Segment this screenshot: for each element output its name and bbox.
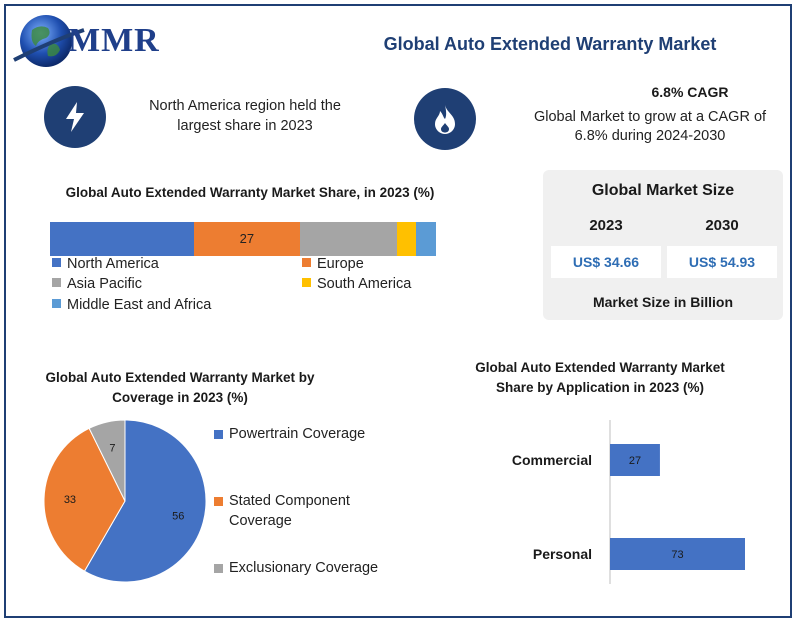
market-size-unit: Market Size in Billion <box>592 294 734 310</box>
legend-label: North America <box>67 256 159 272</box>
legend-label: Exclusionary Coverage <box>229 560 379 576</box>
legend-item-middle-east-and-africa: Middle East and Africa <box>52 297 211 313</box>
legend-swatch <box>302 258 311 267</box>
page-title: Global Auto Extended Warranty Market <box>383 34 717 54</box>
regional-share-title: Global Auto Extended Warranty Market Sha… <box>65 185 435 200</box>
market-size-title: Global Market Size <box>591 182 735 199</box>
legend-label: Asia Pacific <box>67 276 142 292</box>
coverage-chart-title: Global Auto Extended Warranty Market by … <box>45 370 315 405</box>
regional-share-stacked-bar: 27 <box>50 222 436 256</box>
year-2023-label: 2023 <box>589 217 623 234</box>
legend-label: Middle East and Africa <box>67 297 212 313</box>
coverage-legend: Powertrain Coverage Stated Component Cove… <box>214 424 394 604</box>
value-2030: US$ 54.93 <box>667 246 777 278</box>
legend-label: Stated Component Coverage <box>229 493 350 529</box>
application-bar-chart: Commercial 27 Personal 73 <box>512 420 745 584</box>
bar-value-label: 27 <box>629 455 641 467</box>
bar-segment-europe: 27 <box>194 222 300 256</box>
cagr-text: Global Market to grow at a CAGR of 6.8% … <box>533 109 767 144</box>
legend-swatch <box>214 430 223 439</box>
mmr-logo <box>10 8 160 78</box>
value-2023: US$ 34.66 <box>551 246 661 278</box>
bar-personal <box>610 538 745 570</box>
year-2030-label: 2030 <box>705 217 739 234</box>
legend-swatch <box>302 278 311 287</box>
legend-swatch <box>52 258 61 267</box>
regional-share-legend: North America Europe Asia Pacific South Ame… <box>52 256 452 320</box>
legend-swatch <box>214 497 223 506</box>
pie-slice-powertrain-coverage <box>83 419 207 583</box>
application-chart-title: Global Auto Extended Warranty Market Sha… <box>475 360 725 395</box>
pie-slice-label: 7 <box>109 442 115 454</box>
legend-swatch <box>52 299 61 308</box>
category-label: Commercial <box>512 452 592 468</box>
bar-segment-label: 27 <box>239 231 255 246</box>
pie-slice-label: 33 <box>64 494 76 506</box>
legend-label: Powertrain Coverage <box>229 426 366 442</box>
coverage-pie-chart: 56 33 7 <box>43 419 207 583</box>
legend-item-asia-pacific: Asia Pacific <box>52 276 142 292</box>
legend-item-south-america: South America <box>302 276 411 292</box>
region-note: North America region held the largest sh… <box>149 98 341 134</box>
legend-item-europe: Europe <box>302 256 364 272</box>
bar-segment-asia-pacific <box>299 222 397 256</box>
legend-label: Europe <box>317 256 364 272</box>
legend-swatch <box>214 564 223 573</box>
category-label: Personal <box>533 546 592 562</box>
legend-label: South America <box>317 276 412 292</box>
bar-commercial <box>610 444 660 476</box>
market-size-panel: Global Market Size 2023 2030 US$ 34.66 U… <box>543 170 783 320</box>
pie-slice-exclusionary-coverage <box>88 419 126 502</box>
bar-segment-north-america <box>50 222 195 256</box>
flame-icon <box>414 88 476 150</box>
bar-segment-middle-east-and-africa <box>416 222 436 256</box>
bar-value-label: 73 <box>671 549 683 561</box>
pie-slice-stated-component-coverage <box>43 427 126 572</box>
lightning-icon <box>44 86 106 148</box>
cagr-title: 6.8% CAGR <box>651 84 729 100</box>
legend-swatch <box>52 278 61 287</box>
legend-item-north-america: North America <box>52 256 159 272</box>
pie-slice-label: 56 <box>172 510 184 522</box>
bar-segment-south-america <box>396 222 417 256</box>
brand-text: MMR <box>68 22 160 59</box>
